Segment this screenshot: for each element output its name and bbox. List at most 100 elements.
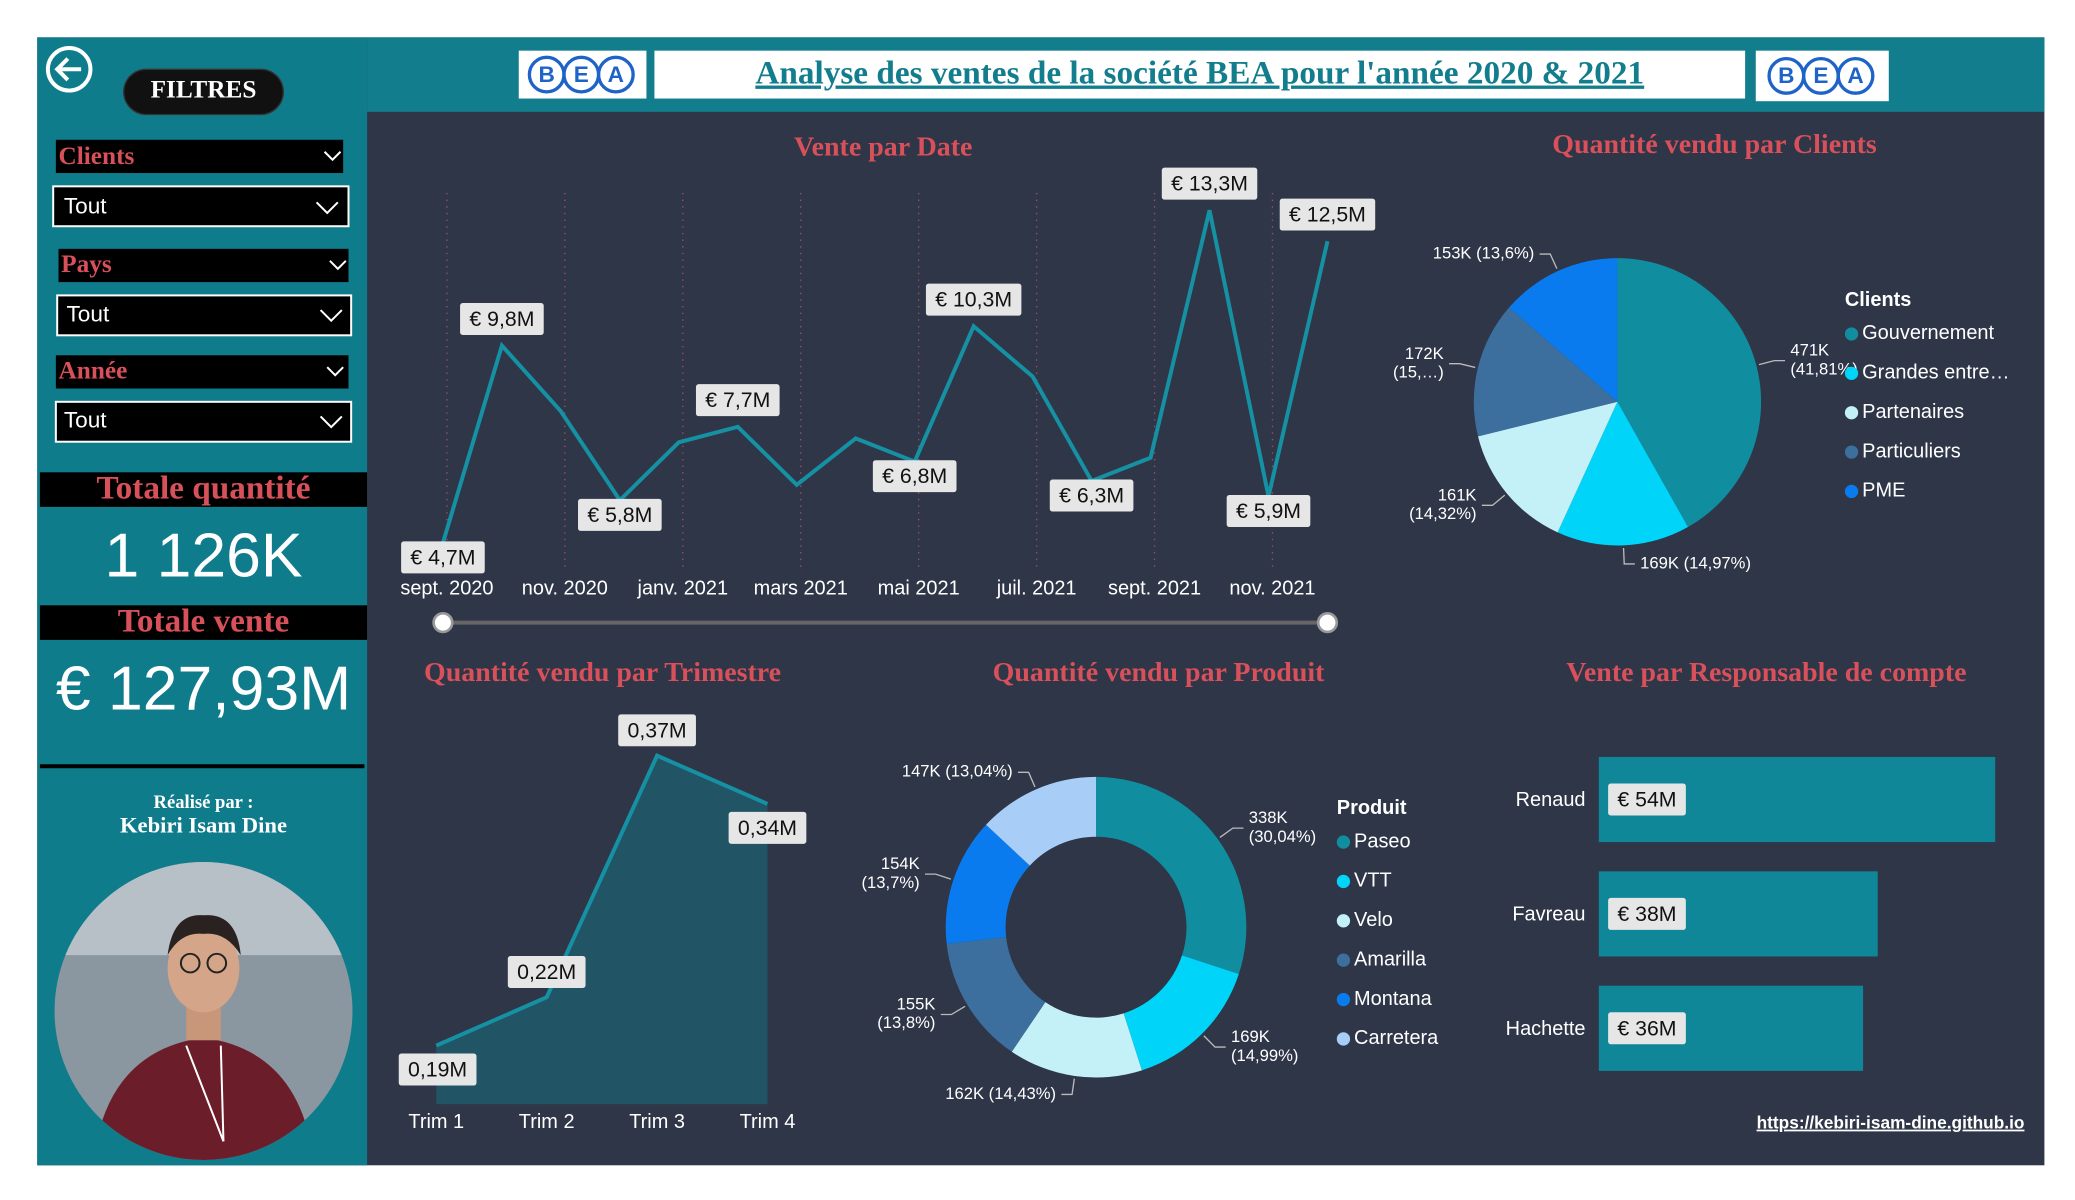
dropdown[interactable] xyxy=(52,185,350,228)
legend-label: Partenaires xyxy=(1862,401,1964,423)
data-label-box xyxy=(1226,495,1311,527)
logo: B E A xyxy=(518,50,647,99)
data-label-box xyxy=(728,811,807,844)
filter-label: Année xyxy=(59,356,128,384)
x-tick-label: sept. 2021 xyxy=(1108,578,1201,600)
chevron xyxy=(323,151,342,162)
leader-line xyxy=(1061,1078,1075,1096)
kpi-header xyxy=(39,605,368,640)
kpi-label: Totale quantité xyxy=(97,470,311,507)
logo-letter: E xyxy=(574,62,589,87)
data-label: 0,22M xyxy=(517,960,576,984)
x-tick-label: Trim 4 xyxy=(740,1111,796,1133)
chevron xyxy=(326,366,344,377)
slice xyxy=(1096,776,1247,975)
data-label-box xyxy=(1279,198,1376,231)
legend-swatch xyxy=(1336,992,1351,1007)
logo-letter: B xyxy=(1778,63,1794,88)
logo-letter: A xyxy=(608,62,624,87)
legend-label: Montana xyxy=(1354,988,1433,1010)
leader-line xyxy=(1219,827,1244,839)
leader-line xyxy=(1481,494,1506,507)
legend-label: Amarilla xyxy=(1354,948,1427,970)
credit-name: Kebiri Isam Dine xyxy=(120,813,287,838)
filter-button-label: FILTRES xyxy=(151,76,257,104)
filter-button[interactable] xyxy=(123,68,284,116)
data-label-box xyxy=(401,541,485,574)
slider-handle[interactable] xyxy=(432,611,454,634)
x-tick-label: Trim 3 xyxy=(629,1111,685,1133)
x-tick-label: nov. 2020 xyxy=(522,578,608,600)
data-label-box xyxy=(507,955,586,988)
legend-swatch xyxy=(1844,484,1859,499)
data-label: € 54M xyxy=(1617,787,1676,811)
area-line xyxy=(435,753,769,1048)
chevron xyxy=(315,201,339,215)
leader-line xyxy=(1449,363,1476,369)
leader-line xyxy=(925,873,952,880)
legend-label: Velo xyxy=(1354,909,1393,931)
data-label: € 5,8M xyxy=(587,503,652,527)
chart-title: Quantité vendu par Produit xyxy=(993,657,1325,688)
data-label-box xyxy=(872,460,957,493)
back-button[interactable] xyxy=(45,46,93,93)
data-label: € 7,7M xyxy=(705,388,770,412)
chart-title: Vente par Responsable de compte xyxy=(1566,657,1966,688)
chart-title: Quantité vendu par Clients xyxy=(1552,129,1877,160)
x-tick-label: nov. 2021 xyxy=(1229,578,1315,600)
data-label: € 6,8M xyxy=(882,464,947,488)
title-box xyxy=(654,50,1746,99)
credit-label: Réalisé par : xyxy=(154,792,254,813)
data-label-box xyxy=(1608,897,1686,930)
data-label-box xyxy=(1049,479,1134,512)
logo-letter: B xyxy=(539,62,555,87)
data-label: (13,7%) xyxy=(862,873,920,892)
chart-title: Quantité vendu par Trimestre xyxy=(424,657,781,688)
leader-line xyxy=(1539,253,1558,269)
legend-label: PME xyxy=(1862,480,1905,502)
data-label: 0,19M xyxy=(408,1057,467,1081)
logo-letter: E xyxy=(1813,63,1828,88)
data-label-box xyxy=(398,1053,477,1086)
dropdown-value: Tout xyxy=(64,408,107,433)
legend-swatch xyxy=(1844,366,1859,380)
data-label: 169K (14,97%) xyxy=(1640,553,1751,572)
data-label-box xyxy=(460,302,544,335)
page-title: Analyse des ventes de la société BEA pou… xyxy=(755,55,1644,92)
chevron xyxy=(319,415,343,429)
data-label: 147K (13,04%) xyxy=(902,762,1013,781)
data-label: (14,99%) xyxy=(1231,1046,1298,1065)
slice xyxy=(1477,401,1618,533)
dropdown[interactable] xyxy=(54,400,353,443)
data-label-box xyxy=(925,283,1022,316)
chevron xyxy=(329,260,347,271)
slice xyxy=(1011,1002,1142,1078)
kpi-value: € 127,93M xyxy=(56,654,351,724)
data-label: € 9,8M xyxy=(469,307,534,331)
dropdown-value: Tout xyxy=(64,194,107,219)
legend-swatch xyxy=(1844,445,1859,459)
footer-link[interactable]: https://kebiri-isam-dine.github.io xyxy=(1757,1113,2025,1133)
slider-handle[interactable] xyxy=(1316,611,1339,634)
dropdown[interactable] xyxy=(56,294,353,337)
filter-header[interactable] xyxy=(55,139,344,174)
frame xyxy=(37,37,2045,1166)
legend-label: Carretera xyxy=(1354,1027,1439,1049)
data-label: € 36M xyxy=(1617,1016,1676,1040)
filter-header[interactable] xyxy=(58,248,349,283)
legend-title: Clients xyxy=(1845,289,1911,311)
x-tick-label: mars 2021 xyxy=(754,578,848,600)
kpi-value: 1 126K xyxy=(104,521,302,591)
chart-title: Vente par Date xyxy=(794,131,972,162)
legend-swatch xyxy=(1336,874,1351,889)
data-label: (14,32%) xyxy=(1409,504,1476,523)
slice xyxy=(945,824,1030,944)
filter-header[interactable] xyxy=(55,355,349,389)
slice xyxy=(1557,401,1688,546)
data-label: € 38M xyxy=(1617,902,1676,926)
data-label: 162K (14,43%) xyxy=(945,1084,1056,1103)
chevron xyxy=(319,309,343,323)
slice xyxy=(1473,307,1618,437)
data-label: 338K xyxy=(1249,808,1288,827)
legend-swatch xyxy=(1336,914,1351,928)
